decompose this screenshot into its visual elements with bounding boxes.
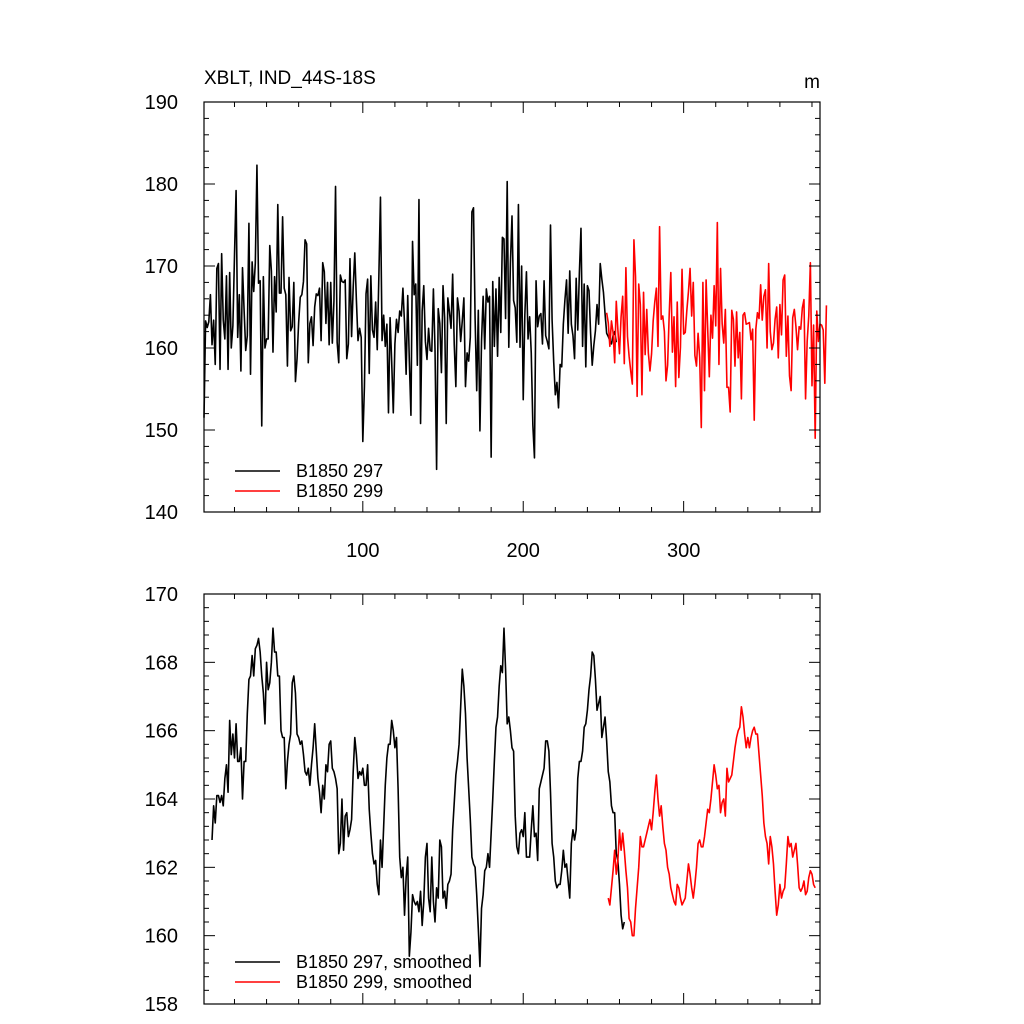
top-plot-frame xyxy=(203,101,821,513)
y-tick-label: 166 xyxy=(145,721,178,743)
legend-label-297-smoothed: B1850 297, smoothed xyxy=(296,952,472,972)
top-chart-panel: XBLT, IND_44S-18S m 140 150 160 170 180 190 10… xyxy=(145,68,828,562)
chart-title: XBLT, IND_44S-18S xyxy=(204,68,376,89)
y-tick-label: 170 xyxy=(145,256,178,278)
y-tick-label: 150 xyxy=(145,420,178,442)
x-tick-label: 200 xyxy=(507,540,540,562)
bottom-legend: B1850 297, smoothed B1850 299, smoothed xyxy=(235,952,472,992)
y-tick-label: 158 xyxy=(145,994,178,1016)
series-line-b1850-299 xyxy=(605,221,828,440)
series-line-b1850-297 xyxy=(203,164,618,471)
legend-label-299: B1850 299 xyxy=(296,481,383,501)
y-tick-label: 170 xyxy=(145,584,178,606)
bottom-plot-frame xyxy=(203,593,821,1005)
y-tick-label: 162 xyxy=(145,857,178,879)
top-legend: B1850 297 B1850 299 xyxy=(235,461,383,501)
units-label: m xyxy=(804,72,820,93)
x-tick-label: 300 xyxy=(667,540,700,562)
y-tick-label: 140 xyxy=(145,502,178,524)
y-tick-label: 180 xyxy=(145,174,178,196)
y-tick-label: 164 xyxy=(145,789,178,811)
y-tick-label: 160 xyxy=(145,338,178,360)
y-tick-label: 160 xyxy=(145,926,178,948)
legend-label-299-smoothed: B1850 299, smoothed xyxy=(296,972,472,992)
series-line-b1850-299-smoothed xyxy=(607,705,816,937)
series-line-b1850-297-smoothed xyxy=(211,627,626,968)
y-tick-label: 168 xyxy=(145,652,178,674)
legend-label-297: B1850 297 xyxy=(296,461,383,481)
bottom-chart-panel: 158 160 162 164 166 168 170 B1850 297, smoothe… xyxy=(145,584,821,1016)
x-tick-label: 100 xyxy=(346,540,379,562)
y-tick-label: 190 xyxy=(145,92,178,114)
